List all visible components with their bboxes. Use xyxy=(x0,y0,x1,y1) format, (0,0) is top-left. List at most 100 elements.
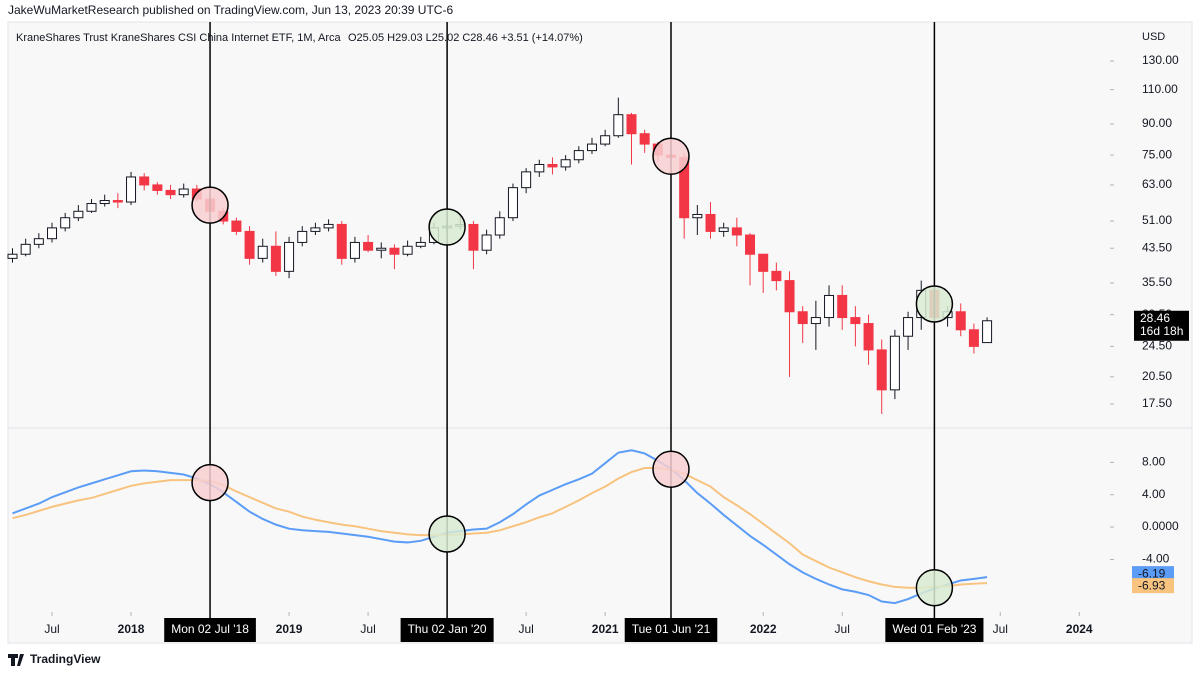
candle-body xyxy=(284,241,295,272)
candle-body xyxy=(507,187,518,219)
candle-body xyxy=(731,227,742,236)
candle-body xyxy=(270,245,281,272)
y-tick-label: 24.50 xyxy=(1142,339,1172,353)
last-value-bg xyxy=(1132,566,1174,582)
candle-body xyxy=(310,227,321,232)
candle-body xyxy=(152,184,163,191)
candle-body xyxy=(824,294,835,319)
y-tick-label: 51.00 xyxy=(1142,213,1172,227)
y-tick-label: 75.00 xyxy=(1142,147,1172,161)
candle-body xyxy=(863,323,874,351)
candle-body xyxy=(481,234,492,251)
signal-circle xyxy=(652,137,690,176)
y-tick-label: 110.00 xyxy=(1142,82,1178,96)
candle-body xyxy=(692,213,703,219)
candle-body xyxy=(521,171,532,189)
x-tick-label: Jul xyxy=(835,622,850,636)
signal-circle xyxy=(428,208,466,246)
candle-body xyxy=(231,220,242,232)
candle-body xyxy=(705,213,716,232)
publisher: JakeWuMarketResearch published on Tradin… xyxy=(8,3,453,17)
x-tick-label: 2018 xyxy=(118,622,145,636)
candle-body xyxy=(112,200,123,203)
last-value: -6.93 xyxy=(1138,578,1166,592)
candle-body xyxy=(586,143,597,152)
signal-circle xyxy=(428,515,466,553)
candle-body xyxy=(837,294,848,319)
x-tick-label: Jul xyxy=(993,622,1008,636)
chart-frame xyxy=(7,21,1193,644)
candle-body xyxy=(547,163,558,168)
candle-body xyxy=(745,234,756,255)
x-tick-label: Jul xyxy=(360,622,375,636)
last-price-bg xyxy=(1134,310,1189,341)
candle-body xyxy=(982,320,993,344)
x-tick-label: 2021 xyxy=(592,622,619,636)
candle-body xyxy=(573,150,584,161)
y-tick-label: 130.00 xyxy=(1142,53,1179,67)
candle-body xyxy=(718,227,729,232)
y-tick-label: 35.50 xyxy=(1142,275,1172,289)
candle-body xyxy=(73,210,84,219)
y-tick-label: 20.50 xyxy=(1142,369,1172,383)
signal-circle xyxy=(191,463,229,502)
y-tick-label: 90.00 xyxy=(1142,116,1172,130)
candle-body xyxy=(639,133,650,145)
x-tick-label: Jul xyxy=(44,622,59,636)
signal-circle xyxy=(915,285,954,323)
brand: TradingView xyxy=(30,652,101,666)
signal-circle xyxy=(915,568,954,607)
candle-body xyxy=(336,223,347,259)
y-tick-label: -4.00 xyxy=(1142,552,1170,566)
signal-circle xyxy=(191,186,229,224)
candle-body xyxy=(139,176,150,186)
candle-body xyxy=(968,329,979,347)
indicator-line xyxy=(12,449,988,605)
candle-body xyxy=(534,163,545,173)
candle-body xyxy=(33,238,44,245)
y-tick-label: 43.50 xyxy=(1142,240,1172,254)
currency: USD xyxy=(1142,31,1165,43)
candle-body xyxy=(402,245,413,255)
candle-body xyxy=(626,114,637,135)
symbol-title: KraneShares Trust KraneShares CSI China … xyxy=(16,32,342,44)
y-tick-label: 63.00 xyxy=(1142,177,1172,191)
candle-body xyxy=(47,227,58,240)
candle-body xyxy=(7,253,18,259)
candle-body xyxy=(560,159,571,168)
candle-body xyxy=(771,270,782,282)
x-tick-label: 2022 xyxy=(750,622,777,636)
last-value: -6.19 xyxy=(1138,566,1166,580)
candle-body xyxy=(613,114,624,137)
candle-body xyxy=(323,223,334,229)
crosshair-label-bg xyxy=(400,618,494,642)
candle-body xyxy=(850,317,861,325)
candle-body xyxy=(297,230,308,243)
candle-body xyxy=(165,189,176,196)
indicator-line xyxy=(12,467,988,589)
candle-body xyxy=(86,203,97,212)
candle-body xyxy=(810,317,821,325)
candle-body xyxy=(126,176,137,203)
y-tick-label: 17.50 xyxy=(1142,396,1172,410)
brand-logo xyxy=(8,654,24,666)
candle-body xyxy=(257,245,268,259)
crosshair-label: Wed 01 Feb '23 xyxy=(892,622,976,636)
candle-body xyxy=(363,241,374,251)
candle-body xyxy=(99,200,110,205)
candle-body xyxy=(20,243,31,255)
candle-body xyxy=(494,217,505,236)
crosshair-label-bg xyxy=(885,618,984,642)
y-tick-label: 8.00 xyxy=(1142,455,1166,469)
candle-body xyxy=(903,317,914,337)
x-tick-label: 2024 xyxy=(1066,622,1093,636)
countdown: 16d 18h xyxy=(1140,324,1183,338)
crosshair-label-bg xyxy=(164,618,256,642)
ohlc-legend: O25.05 H29.03 L25.02 C28.46 +3.51 (+14.0… xyxy=(348,32,583,44)
x-tick-label: Jul xyxy=(518,622,533,636)
y-tick-label: 0.0000 xyxy=(1142,519,1179,533)
candle-body xyxy=(876,349,887,391)
candle-body xyxy=(349,241,360,259)
candle-body xyxy=(178,188,189,196)
